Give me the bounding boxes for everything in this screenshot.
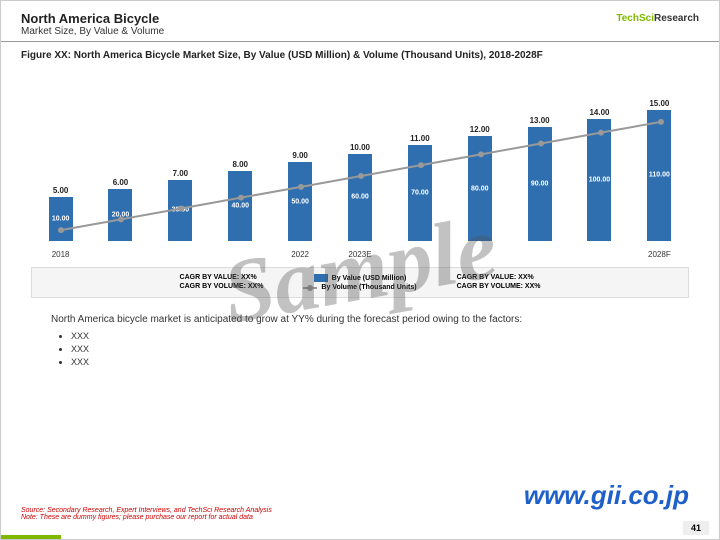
legend: CAGR BY VALUE: XX% CAGR BY VOLUME: XX% B…: [31, 267, 689, 298]
source-note: Source: Secondary Research, Expert Inter…: [21, 507, 272, 521]
figure-title: Figure XX: North America Bicycle Market …: [1, 42, 719, 69]
page-title: North America Bicycle: [21, 11, 699, 26]
body-text: North America bicycle market is anticipa…: [51, 314, 669, 367]
page-subtitle: Market Size, By Value & Volume: [21, 26, 699, 37]
header: North America Bicycle Market Size, By Va…: [1, 1, 719, 42]
watermark-url: www.gii.co.jp: [524, 480, 689, 511]
chart-area: 5.0010.006.0020.007.0030.008.0040.009.00…: [31, 79, 689, 259]
accent-bar: [1, 535, 61, 539]
brand-logo: TechSciResearch: [616, 13, 699, 24]
page-number: 41: [683, 521, 709, 535]
